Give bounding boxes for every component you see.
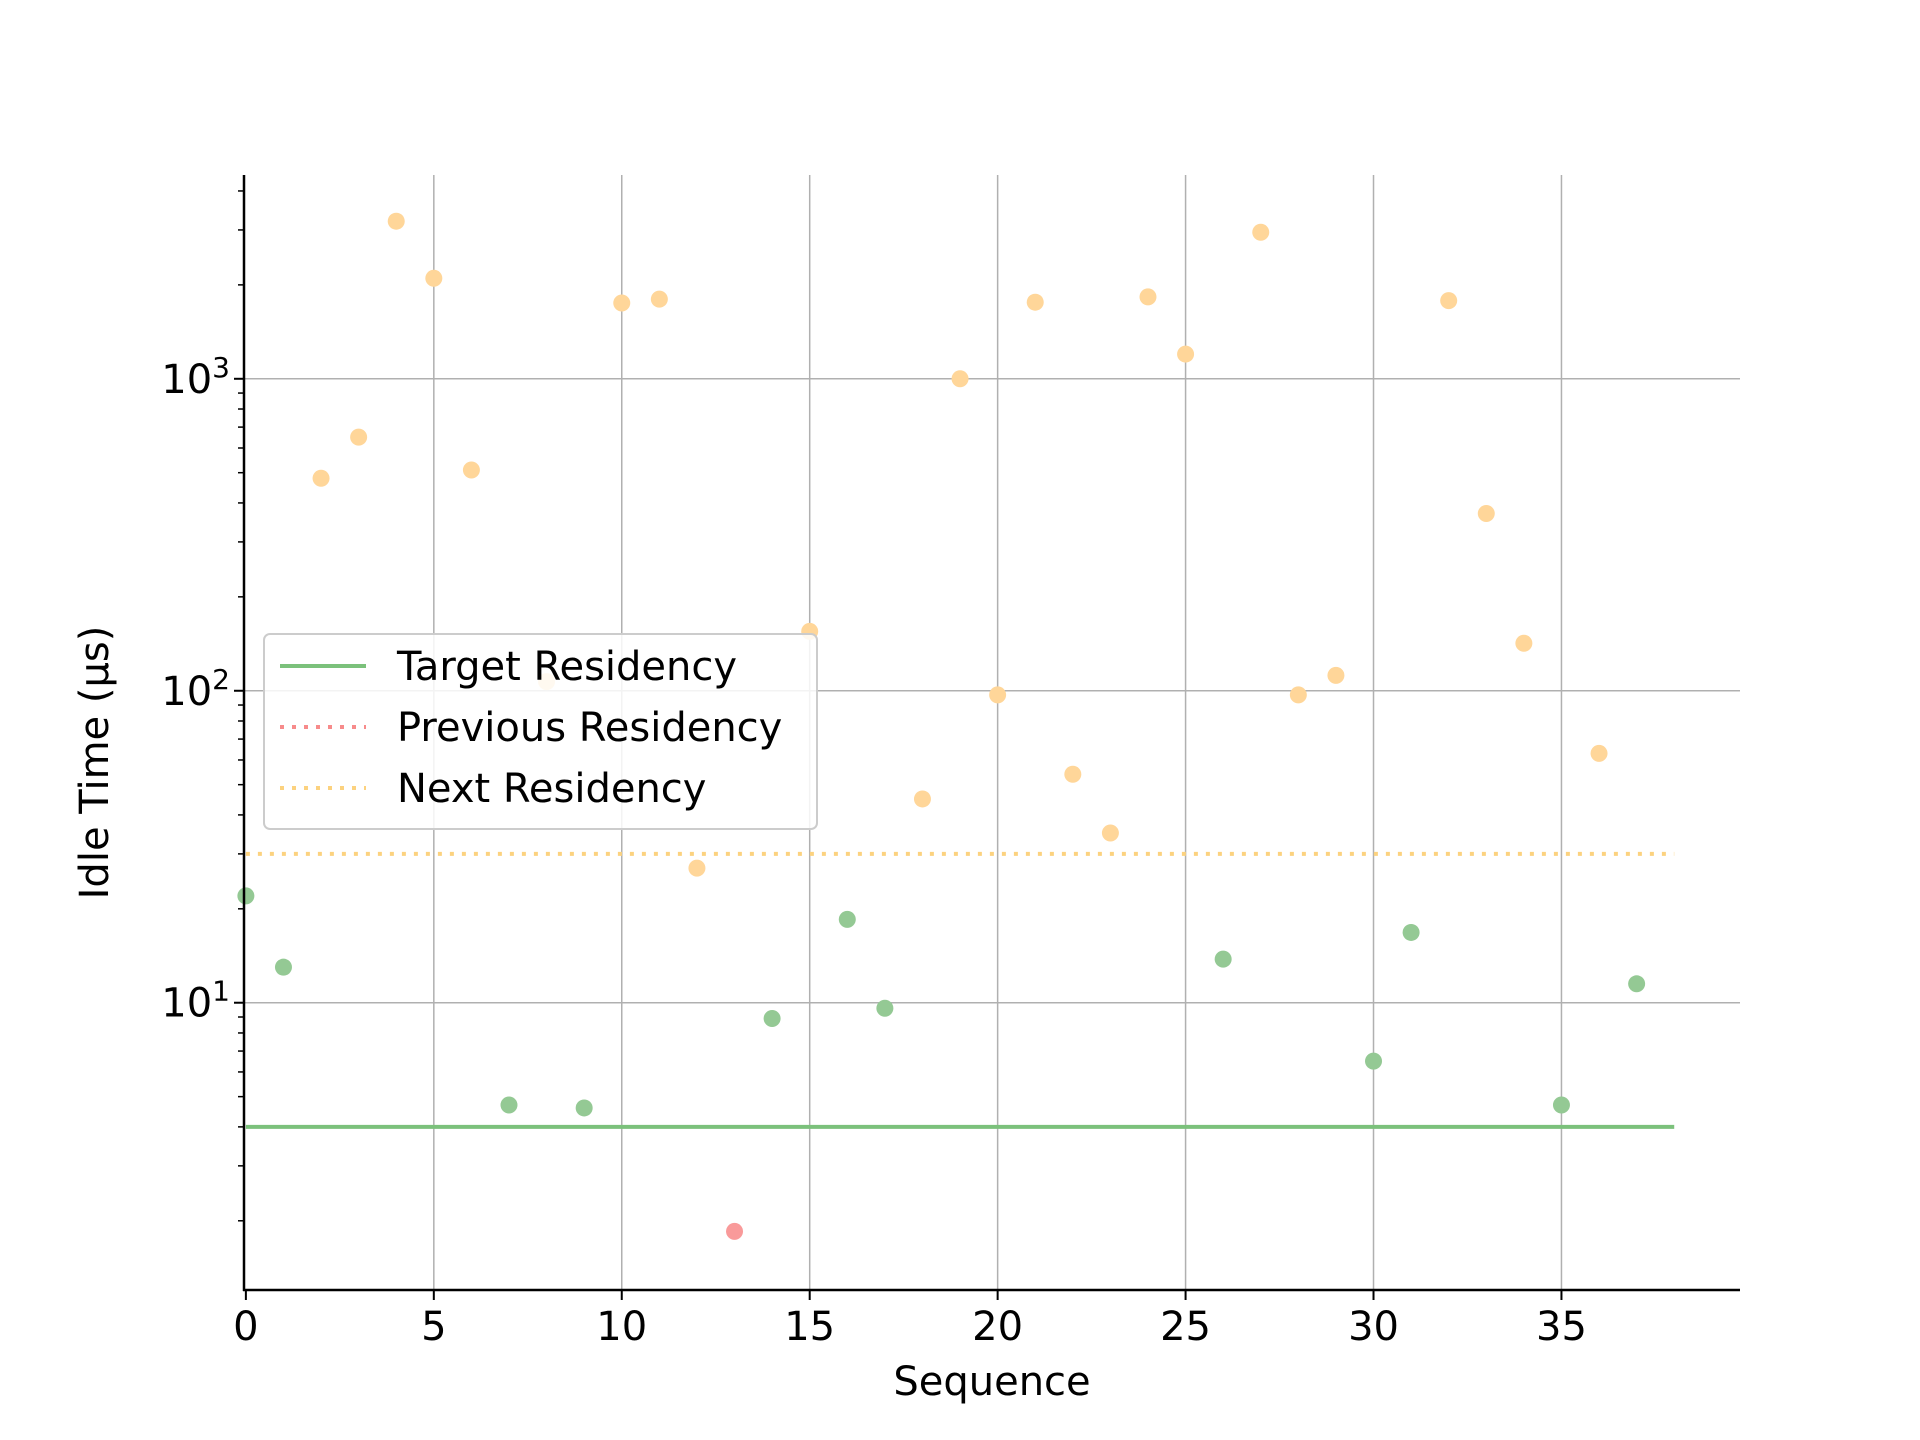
- data-point: [876, 999, 894, 1017]
- data-point: [1440, 292, 1458, 310]
- reference-lines: [245, 851, 1675, 1129]
- data-point: [237, 887, 255, 905]
- data-point: [575, 1099, 593, 1117]
- data-point: [1252, 223, 1270, 241]
- y-tick-label: 101: [161, 975, 230, 1027]
- data-point: [1177, 345, 1195, 363]
- data-point: [951, 370, 969, 388]
- data-point: [1402, 923, 1420, 941]
- data-point: [1515, 634, 1533, 652]
- axes: [242, 175, 1740, 1292]
- data-point: [688, 859, 706, 877]
- data-point: [913, 790, 931, 808]
- data-point: [1289, 686, 1307, 704]
- legend-box: [263, 633, 818, 830]
- data-point: [989, 686, 1007, 704]
- data-point: [1327, 666, 1345, 684]
- data-point: [1214, 950, 1232, 968]
- y-axis-ticks: 101 102 103: [161, 190, 244, 1222]
- legend: Target Residency Previous Residency Next R…: [263, 633, 818, 830]
- data-point: [387, 212, 405, 230]
- y-axis-label: Idle Time (µs): [72, 626, 118, 900]
- data-point: [1101, 824, 1119, 842]
- x-tick-label: 0: [233, 1304, 258, 1350]
- y-tick-label: 103: [161, 351, 230, 403]
- x-axis-label: Sequence: [893, 1359, 1090, 1405]
- x-tick-label: 30: [1348, 1304, 1399, 1350]
- data-point: [312, 469, 330, 487]
- data-point: [274, 958, 292, 976]
- data-point: [613, 294, 631, 312]
- legend-label: Previous Residency: [397, 705, 782, 751]
- data-point: [425, 269, 443, 287]
- data-point: [500, 1096, 518, 1114]
- data-point: [1477, 504, 1495, 522]
- data-point: [462, 461, 480, 479]
- x-tick-label: 5: [421, 1304, 446, 1350]
- data-point: [1026, 293, 1044, 311]
- x-tick-label: 15: [784, 1304, 835, 1350]
- data-point: [1064, 765, 1082, 783]
- legend-label: Target Residency: [396, 644, 737, 690]
- x-axis-ticks: 0 5 10 15 20 25 30 35: [233, 1290, 1587, 1350]
- data-point: [350, 428, 368, 446]
- legend-label: Next Residency: [397, 766, 706, 812]
- data-point: [1552, 1096, 1570, 1114]
- data-point: [763, 1010, 781, 1028]
- x-tick-label: 35: [1536, 1304, 1587, 1350]
- data-point: [650, 290, 668, 308]
- data-point: [1365, 1052, 1383, 1070]
- x-tick-label: 25: [1160, 1304, 1211, 1350]
- data-point: [838, 910, 856, 928]
- x-tick-label: 20: [972, 1304, 1023, 1350]
- data-point: [1139, 288, 1157, 306]
- x-tick-label: 10: [596, 1304, 647, 1350]
- data-point: [1590, 744, 1608, 762]
- data-point: [1628, 975, 1646, 993]
- data-point: [726, 1222, 744, 1240]
- y-tick-label: 102: [161, 663, 230, 715]
